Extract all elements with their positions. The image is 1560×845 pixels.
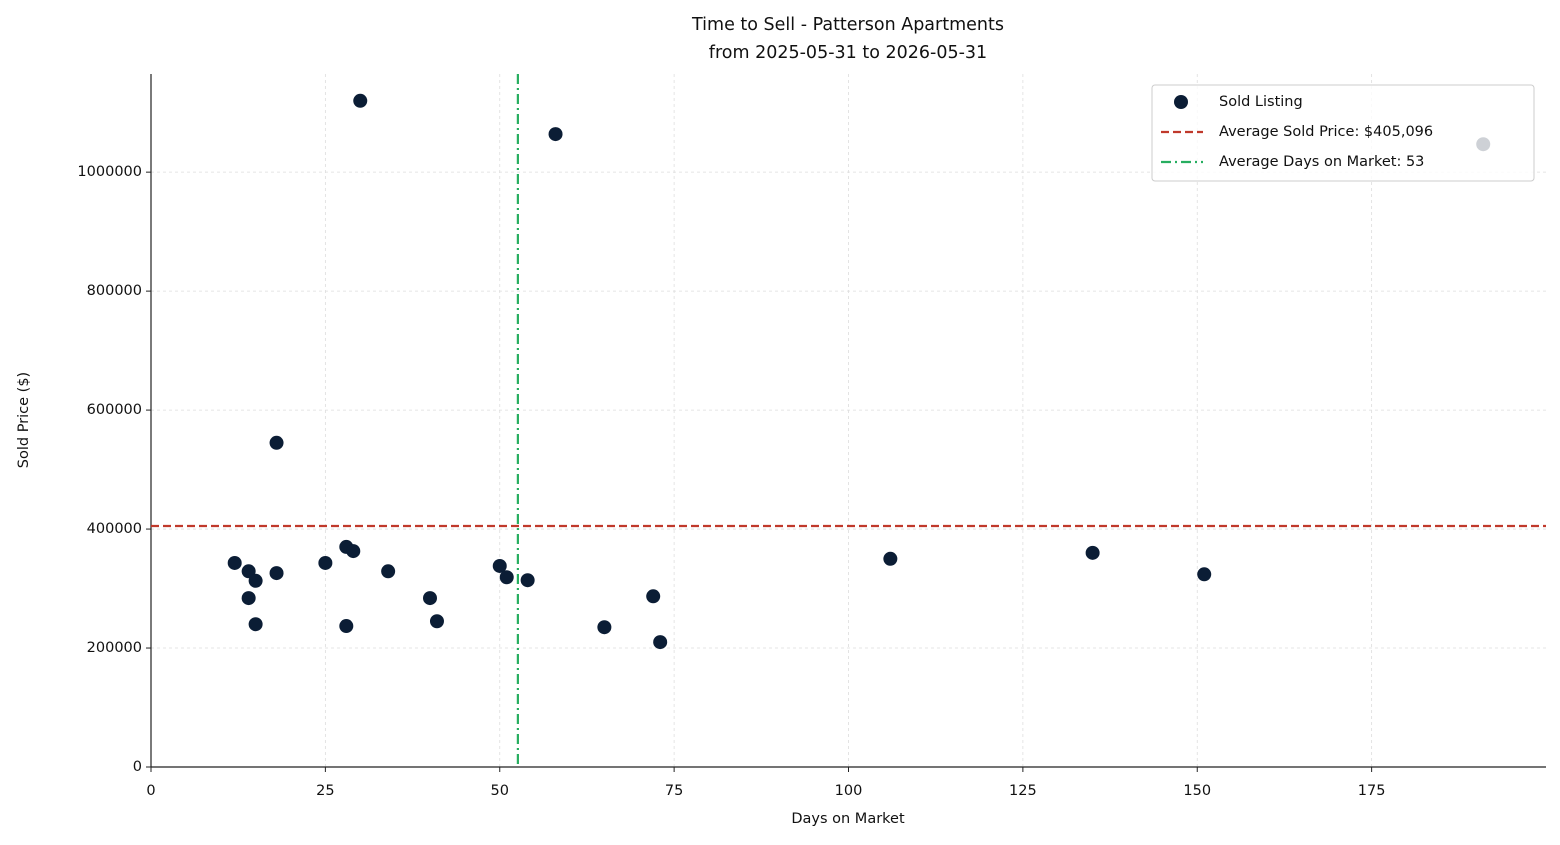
point: [248, 617, 263, 632]
point: [241, 591, 256, 606]
point: [248, 573, 263, 588]
point: [269, 435, 284, 450]
x-tick-label: 125: [1009, 783, 1037, 799]
point: [381, 564, 396, 579]
chart-title: Time to Sell - Patterson Apartments: [691, 15, 1004, 35]
legend-marker: [1174, 95, 1188, 109]
point: [492, 558, 507, 573]
chart-subtitle: from 2025-05-31 to 2026-05-31: [709, 43, 987, 63]
x-tick-label: 75: [665, 783, 683, 799]
point: [353, 93, 368, 108]
legend-label: Average Days on Market: 53: [1219, 154, 1424, 170]
point: [346, 544, 361, 559]
y-tick-label: 600000: [87, 402, 142, 418]
x-tick-label: 100: [835, 783, 863, 799]
point: [499, 570, 514, 585]
point: [1085, 545, 1100, 560]
point: [429, 614, 444, 629]
x-tick-label: 175: [1358, 783, 1386, 799]
point: [548, 127, 563, 142]
y-tick-label: 200000: [87, 640, 142, 656]
y-tick-label: 1000000: [77, 164, 142, 180]
y-axis-label: Sold Price ($): [16, 372, 32, 468]
legend-label: Sold Listing: [1219, 94, 1303, 110]
legend-box: [1151, 84, 1535, 182]
point: [646, 589, 661, 604]
x-tick-label: 50: [491, 783, 509, 799]
x-tick-label: 0: [146, 783, 155, 799]
x-tick-label: 150: [1183, 783, 1211, 799]
point: [269, 566, 284, 581]
y-tick-label: 400000: [87, 521, 142, 537]
point: [653, 635, 668, 650]
point: [883, 551, 898, 566]
y-tick-label: 0: [133, 759, 142, 775]
y-tick-label: 800000: [87, 283, 142, 299]
x-axis-label: Days on Market: [791, 811, 905, 827]
point: [339, 619, 354, 634]
point: [318, 555, 333, 570]
point: [423, 591, 437, 606]
legend-label: Average Sold Price: $405,096: [1219, 124, 1433, 140]
point: [597, 620, 612, 635]
x-tick-label: 25: [316, 783, 334, 799]
point: [1197, 567, 1212, 582]
point: [520, 573, 535, 588]
point: [227, 555, 242, 570]
